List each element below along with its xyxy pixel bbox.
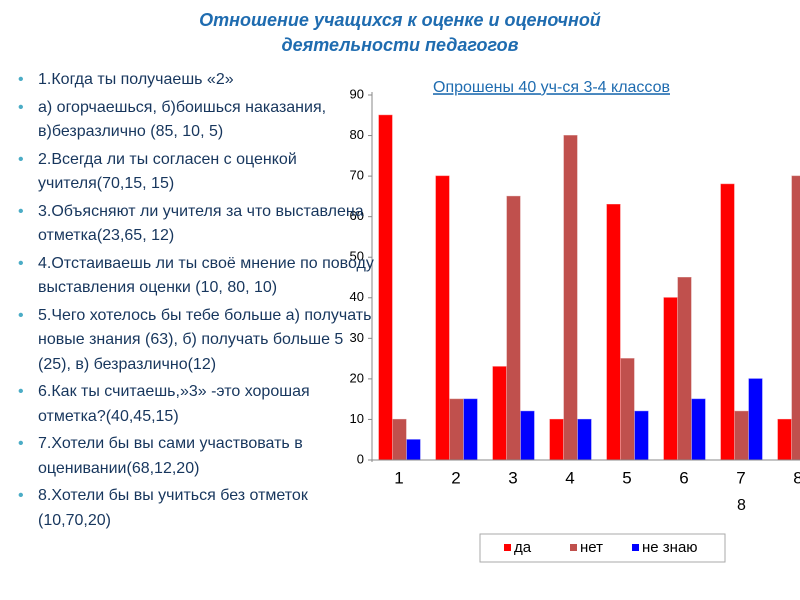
- slide-title: Отношение учащихся к оценке и оценочной …: [0, 8, 800, 58]
- bullet-item: 4.Отстаиваешь ли ты своё мнение по повод…: [18, 252, 378, 301]
- title-line: деятельности педагогов: [281, 35, 519, 55]
- bar: [435, 175, 450, 461]
- bar: [634, 410, 649, 461]
- bar: [463, 398, 478, 461]
- bar: [777, 418, 792, 461]
- legend: [479, 533, 726, 563]
- bullet-list: 1.Когда ты получаешь «2» а) огорчаешься, …: [18, 68, 378, 536]
- legend-swatch: [504, 544, 511, 551]
- x-tick-label: 6: [679, 468, 688, 487]
- x-tick-label: 4: [565, 468, 574, 487]
- bullet-item: 8.Хотели бы вы учиться без отметок (10,7…: [18, 484, 378, 533]
- bar: [520, 410, 535, 461]
- bar: [677, 277, 692, 461]
- bar: [734, 410, 749, 461]
- bullet-item: 2.Всегда ли ты согласен с оценкой учител…: [18, 148, 378, 197]
- x-tick-label: 8: [793, 468, 800, 487]
- bullet-item: 6.Как ты считаешь,»3» -это хорошая отмет…: [18, 380, 378, 429]
- bar: [506, 195, 521, 461]
- legend-label: нет: [580, 539, 603, 556]
- annotation: 8: [737, 497, 746, 514]
- bar: [492, 366, 507, 461]
- bar: [449, 398, 464, 461]
- x-tick-label: 7: [736, 468, 745, 487]
- bar: [563, 135, 578, 461]
- legend-swatch: [570, 544, 577, 551]
- x-tick-label: 3: [508, 468, 517, 487]
- bar: [606, 204, 621, 461]
- x-tick-label: 2: [451, 468, 460, 487]
- bar: [549, 418, 564, 461]
- bar: [378, 114, 393, 461]
- chart-subtitle: Опрошены 40 уч-ся 3-4 классов: [433, 79, 670, 96]
- bar: [620, 358, 635, 461]
- bar: [392, 418, 407, 461]
- legend-label: да: [514, 539, 532, 556]
- title-line: Отношение учащихся к оценке и оценочной: [199, 10, 601, 30]
- bar: [791, 175, 800, 461]
- bar: [720, 183, 735, 461]
- bar: [577, 418, 592, 461]
- bar: [691, 398, 706, 461]
- bar: [663, 297, 678, 461]
- x-tick-label: 5: [622, 468, 631, 487]
- legend-label: не знаю: [642, 539, 698, 556]
- bullet-item: 7.Хотели бы вы сами участвовать в оценив…: [18, 432, 378, 481]
- bullet-item: 5.Чего хотелось бы тебе больше а) получа…: [18, 304, 378, 378]
- legend-swatch: [632, 544, 639, 551]
- bullet-item: 3.Объясняют ли учителя за что выставлена…: [18, 200, 378, 249]
- x-tick-label: 1: [394, 468, 403, 487]
- bullet-item: а) огорчаешься, б)боишься наказания, в)б…: [18, 96, 378, 145]
- bar: [748, 378, 763, 461]
- bullet-item: 1.Когда ты получаешь «2»: [18, 68, 378, 93]
- bar: [406, 439, 421, 461]
